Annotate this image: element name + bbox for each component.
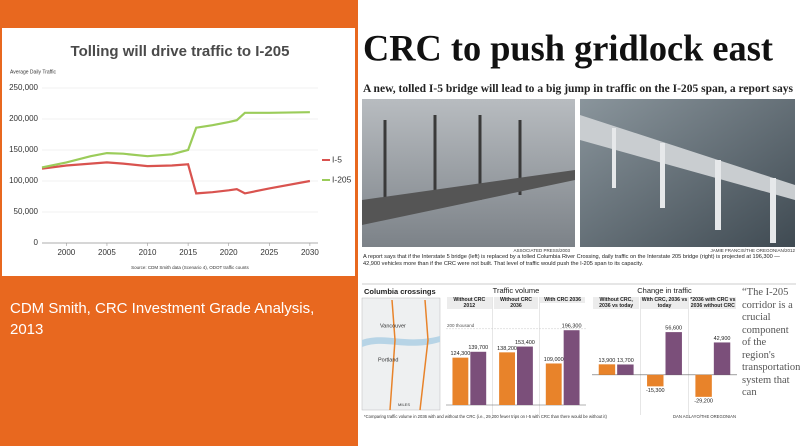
photo-credit: JAMIE FRANCIS/THE OREGONIAN/2012 (710, 248, 795, 253)
photo-i5-bridge (362, 99, 575, 247)
value-label: 196,300 (562, 324, 582, 330)
bar (665, 332, 682, 375)
bar (695, 374, 712, 397)
category-header: Without CRC 2036 (493, 297, 539, 309)
map-roads (389, 299, 429, 411)
graphic-credit: DAN AGLAYO/THE OREGONIAN (673, 414, 736, 419)
deck: A new, tolled I-5 bridge will lead to a … (363, 81, 793, 95)
legend-label: I-5 (332, 154, 342, 164)
value-label: -15,300 (646, 388, 665, 394)
chart-title: Change in traffic (637, 286, 692, 295)
y-tick-label: 50,000 (14, 207, 39, 216)
x-tick-label: 2025 (260, 248, 278, 257)
bar (470, 351, 487, 405)
bar (517, 346, 533, 405)
slide-caption: CDM Smith, CRC Investment Grade Analysis… (10, 300, 315, 338)
bar (563, 330, 580, 405)
chart-title: Tolling will drive traffic to I-205 (71, 43, 290, 60)
line-series (41, 111, 310, 169)
bridge-piers (612, 128, 776, 243)
river (362, 336, 440, 347)
y-axis-label: Average Daily Traffic (10, 69, 56, 75)
value-label: 138,200 (497, 346, 517, 352)
x-tick-label: 2010 (139, 248, 157, 257)
value-label: -29,200 (694, 398, 713, 404)
x-tick-label: 2005 (98, 248, 116, 257)
value-label: 13,900 (599, 358, 616, 364)
value-label: 109,000 (544, 357, 564, 363)
headline: CRC to push gridlock east (363, 28, 774, 69)
bridge-deck (362, 170, 575, 225)
bar (617, 364, 634, 375)
map (361, 297, 441, 411)
y-tick-label: 150,000 (9, 145, 38, 154)
legend-label: I-205 (332, 174, 352, 184)
line-series (41, 161, 311, 195)
category-header: Without CRC 2012 (447, 297, 492, 309)
map-label: Portland (378, 357, 399, 363)
y-tick-label: 0 (34, 238, 39, 247)
x-tick-label: 2030 (301, 248, 319, 257)
value-label: 153,400 (515, 340, 535, 346)
value-label: 42,900 (714, 336, 731, 342)
chart-title: Traffic volume (493, 286, 540, 295)
category-header: *2036 with CRC vs 2036 without CRC (689, 297, 736, 309)
category-header: Without CRC, 2036 vs today (593, 297, 640, 309)
x-tick-label: 2015 (179, 248, 197, 257)
bar (499, 352, 515, 405)
y-tick-label: 100,000 (9, 176, 38, 185)
y-tick-label: 250,000 (9, 83, 38, 92)
chart-source: Source: CDM Smith data (Scenario 4), ODO… (131, 265, 249, 270)
y-tick-label: 200 thousand (447, 323, 475, 328)
bar (545, 363, 562, 405)
bar (713, 342, 731, 375)
category-header: With CRC, 2036 vs today (641, 297, 688, 309)
photo-caption: A report says that if the Interstate 5 b… (363, 254, 780, 267)
map-label: MILES (398, 402, 410, 407)
map-title: Columbia crossings (364, 287, 436, 296)
bar (647, 374, 664, 387)
y-tick-label: 200,000 (9, 114, 38, 123)
value-label: 13,700 (617, 358, 634, 364)
bar (452, 357, 469, 405)
category-header: With CRC 2036 (540, 297, 585, 303)
photo-credit: ASSOCIATED PRESS/2003 (514, 248, 571, 253)
x-tick-label: 2020 (220, 248, 238, 257)
pull-quote: “The I-205 corridor is a crucial compone… (742, 287, 800, 398)
map-label: Vancouver (380, 323, 406, 329)
value-label: 139,700 (468, 345, 488, 351)
x-tick-label: 2000 (57, 248, 75, 257)
value-label: 56,600 (665, 326, 682, 332)
footnote: *Comparing traffic volume in 2036 with a… (364, 414, 608, 419)
bar (598, 364, 616, 375)
value-label: 124,300 (450, 351, 470, 357)
bridge-deck-2 (580, 115, 795, 200)
